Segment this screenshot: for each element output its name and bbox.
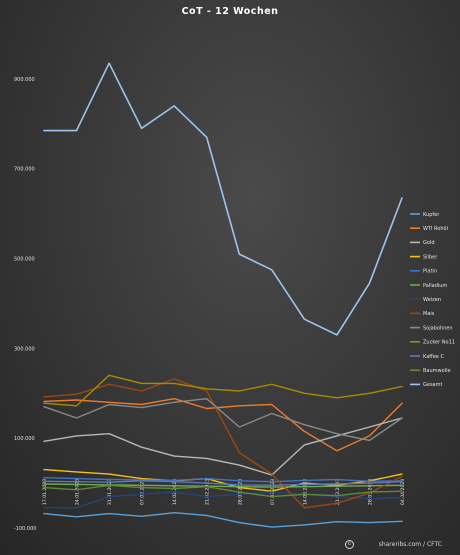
legend-label: Gold [423, 240, 435, 246]
series-line-palladium [43, 483, 403, 488]
series-line-platin [43, 477, 403, 483]
legend-item-sojabohnen[interactable]: Sojabohnen [410, 325, 453, 331]
series-line-baumwolle [43, 484, 403, 498]
credit-text: shareribs.com / CFTC [378, 541, 442, 548]
legend-label: Palladium [423, 283, 447, 289]
legend-item-silber[interactable]: Silber [410, 254, 438, 260]
legend-item-kupfer[interactable]: Kupfer [410, 212, 440, 218]
legend-label: Zucker No11 [423, 340, 455, 346]
legend-label: Mais [423, 311, 435, 317]
legend-item-platin[interactable]: Platin [410, 269, 437, 275]
legend-label: Sojabohnen [423, 325, 453, 331]
y-tick-label: 900.000 [14, 77, 35, 83]
legend-item-gold[interactable]: Gold [410, 240, 435, 246]
series-line-sojabohnen [43, 398, 403, 442]
x-tick-label: 07.02.2023 [140, 479, 146, 505]
y-tick-label: 100.000 [14, 436, 35, 442]
legend-item-kaffee-c[interactable]: Kaffee C [410, 354, 444, 360]
legend-label: Gesamt [423, 382, 442, 388]
legend-label: Weizen [423, 297, 441, 303]
x-tick-label: 04.04.2023 [400, 479, 406, 505]
series-line-mais [43, 378, 403, 509]
x-tick-label: 14.03.2023 [302, 479, 308, 505]
series-line-gesamt [43, 62, 403, 336]
y-axis: -100.000 100.000 300.000 500.000 700.000 900.… [14, 77, 36, 532]
copyright-icon: © [345, 540, 354, 549]
y-tick-label: 300.000 [14, 346, 35, 352]
y-tick-label: 500.000 [14, 257, 35, 263]
legend-label: Baumwolle [423, 368, 451, 374]
legend-label: WTI Rohöl [423, 226, 448, 232]
legend-label: Kupfer [423, 212, 440, 218]
legend-item-palladium[interactable]: Palladium [410, 283, 447, 289]
legend-label: Kaffee C [423, 354, 444, 360]
series-line-gold [43, 417, 403, 476]
x-tick-label: 21.03.2023 [335, 479, 341, 505]
chart-title: CoT - 12 Wochen [181, 6, 279, 17]
legend-item-weizen[interactable]: Weizen [410, 297, 441, 303]
legend-item-wti-roh-l[interactable]: WTI Rohöl [410, 226, 448, 232]
series-line-zucker-no11 [43, 374, 403, 407]
x-tick-label: 21.02.2023 [205, 479, 211, 505]
y-tick-label: 700.000 [14, 167, 35, 173]
legend-item-baumwolle[interactable]: Baumwolle [410, 368, 451, 374]
series-line-wti-roh-l [43, 398, 403, 452]
legend-item-zucker-no11[interactable]: Zucker No11 [410, 340, 455, 346]
x-tick-label: 17.01.2023 [42, 479, 48, 505]
legend-item-gesamt[interactable]: Gesamt [410, 382, 442, 388]
legend-label: Silber [423, 254, 438, 260]
x-tick-label: 24.01.2023 [75, 479, 81, 505]
legend[interactable]: Kupfer WTI Rohöl Gold Silber Platin Palladium… [410, 212, 455, 388]
legend-item-mais[interactable]: Mais [410, 311, 435, 317]
series-line-weizen [43, 491, 403, 509]
y-tick-label: -100.000 [14, 526, 36, 532]
legend-label: Platin [423, 269, 437, 275]
series-line-kupfer [43, 512, 403, 528]
series-line-kaffee-c [43, 480, 403, 486]
x-tick-label: 31.01.2023 [107, 479, 113, 505]
series-lines [43, 62, 403, 528]
